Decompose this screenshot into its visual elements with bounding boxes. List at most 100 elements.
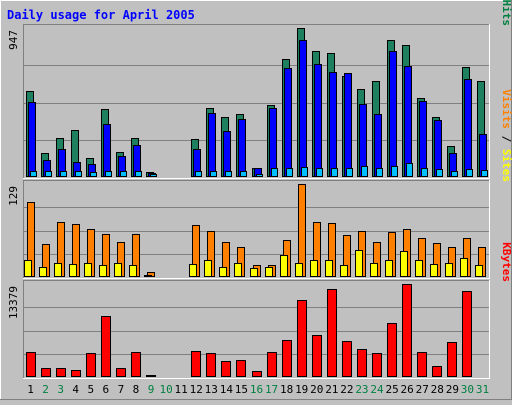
legend-entry: Visits (500, 89, 512, 129)
bar-pages-day-1 (30, 171, 37, 177)
x-tick-label-17: 17 (265, 383, 278, 396)
bar-sites-day-13 (204, 260, 212, 277)
bar-kbytes-day-24 (372, 353, 382, 377)
bar-pages-day-5 (90, 172, 97, 177)
series-legend: Visits / Sites (500, 89, 512, 182)
bar-kbytes-day-8 (131, 352, 141, 377)
x-tick-label-13: 13 (205, 383, 218, 396)
bar-sites-day-30 (460, 258, 468, 277)
bar-kbytes-day-3 (56, 368, 66, 377)
bar-pages-day-25 (391, 166, 398, 177)
x-tick-label-24: 24 (370, 383, 384, 396)
bar-kbytes-day-30 (462, 291, 472, 377)
bar-kbytes-day-16 (252, 371, 262, 377)
bar-sites-day-23 (355, 250, 363, 277)
y-max-label: 129 (7, 186, 20, 206)
bar-files-day-18 (284, 68, 292, 177)
bar-pages-day-29 (451, 171, 458, 177)
panel-visits-sites: 129 Visits / Sites (7, 89, 512, 279)
bar-kbytes-day-2 (41, 368, 51, 377)
bar-kbytes-day-18 (282, 340, 292, 377)
bar-sites-day-15 (234, 263, 242, 277)
x-tick-label-3: 3 (57, 383, 64, 396)
bar-files-day-23 (359, 104, 367, 177)
x-tick-label-1: 1 (27, 383, 34, 396)
bar-sites-day-4 (69, 264, 77, 277)
bar-pages-day-8 (135, 171, 142, 177)
bar-sites-day-1 (24, 260, 32, 277)
x-tick-label-12: 12 (190, 383, 203, 396)
bar-sites-day-31 (475, 265, 483, 277)
bar-kbytes-day-23 (357, 349, 367, 377)
bar-pages-day-15 (240, 171, 247, 177)
bar-sites-day-22 (340, 265, 348, 277)
bar-sites-day-18 (280, 255, 288, 277)
bar-kbytes-day-22 (342, 341, 352, 377)
bar-files-day-21 (329, 72, 337, 177)
bar-visits-day-19 (298, 184, 306, 277)
bar-pages-day-9 (150, 174, 157, 177)
bar-kbytes-day-13 (206, 353, 216, 377)
x-tick-label-25: 25 (385, 383, 398, 396)
bar-pages-day-13 (210, 171, 217, 177)
bar-files-day-22 (344, 73, 352, 177)
bar-pages-day-16 (256, 174, 263, 177)
bar-files-day-19 (299, 40, 307, 177)
bar-pages-day-6 (105, 171, 112, 177)
x-tick-label-21: 21 (325, 383, 338, 396)
bar-kbytes-day-7 (116, 368, 126, 377)
bar-pages-day-27 (421, 168, 428, 177)
bar-sites-day-8 (129, 265, 137, 277)
bar-pages-day-22 (346, 168, 353, 177)
bar-kbytes-day-6 (101, 316, 111, 377)
x-tick-label-15: 15 (235, 383, 248, 396)
bar-sites-day-24 (370, 263, 378, 277)
bar-pages-day-14 (225, 171, 232, 177)
bar-kbytes-day-26 (402, 284, 412, 377)
bar-files-day-24 (374, 114, 382, 177)
bar-pages-day-24 (376, 168, 383, 177)
bar-pages-day-23 (361, 166, 368, 177)
bar-sites-day-3 (54, 263, 62, 277)
bar-kbytes-day-17 (267, 352, 277, 377)
x-tick-label-16: 16 (250, 383, 263, 396)
bar-files-day-1 (28, 102, 36, 177)
bar-pages-day-21 (331, 168, 338, 177)
bar-sites-day-25 (385, 260, 393, 277)
bar-kbytes-day-21 (327, 289, 337, 377)
bar-files-day-15 (238, 119, 246, 177)
panel-pages-files-hits: 947 Pages / Files / Hits (7, 0, 512, 179)
bar-files-day-26 (404, 66, 412, 177)
bar-files-day-13 (208, 113, 216, 177)
bar-sites-day-16 (250, 268, 258, 277)
x-tick-label-23: 23 (355, 383, 368, 396)
x-tick-label-31: 31 (476, 383, 489, 396)
x-tick-label-11: 11 (175, 383, 188, 396)
bar-pages-day-17 (271, 168, 278, 177)
x-tick-label-8: 8 (133, 383, 140, 396)
bar-pages-day-3 (60, 171, 67, 177)
x-tick-label-30: 30 (461, 383, 474, 396)
bar-files-day-30 (464, 79, 472, 177)
bar-kbytes-day-15 (236, 360, 246, 377)
x-tick-label-9: 9 (148, 383, 155, 396)
bar-sites-day-14 (219, 267, 227, 277)
bar-pages-day-19 (301, 167, 308, 177)
x-tick-label-28: 28 (431, 383, 444, 396)
bar-sites-day-20 (310, 260, 318, 277)
bar-kbytes-day-4 (71, 370, 81, 377)
bar-kbytes-day-20 (312, 335, 322, 377)
bar-pages-day-2 (45, 171, 52, 177)
bar-sites-day-7 (114, 263, 122, 277)
bar-kbytes-day-25 (387, 323, 397, 377)
chart-title: Daily usage for April 2005 (7, 8, 195, 22)
bar-kbytes-day-29 (447, 342, 457, 377)
bar-sites-day-12 (189, 264, 197, 277)
legend-entry: KBytes (500, 242, 512, 282)
bar-pages-day-28 (436, 169, 443, 177)
bar-sites-day-17 (265, 267, 273, 277)
bar-pages-day-31 (481, 170, 488, 177)
bar-pages-day-18 (286, 168, 293, 177)
